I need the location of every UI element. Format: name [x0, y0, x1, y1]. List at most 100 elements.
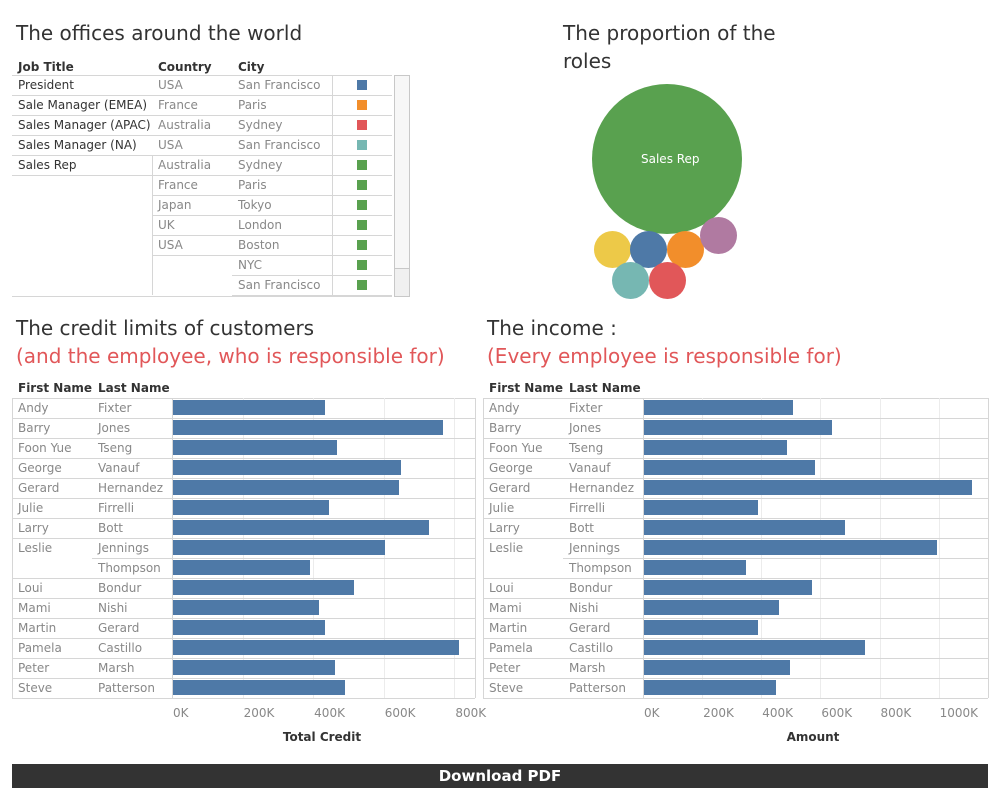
plot-left-border: [643, 398, 644, 698]
data-bar[interactable]: [173, 620, 326, 635]
data-bar[interactable]: [173, 480, 399, 495]
table-row-divider: [152, 195, 392, 196]
data-bar[interactable]: [644, 600, 779, 615]
data-bar[interactable]: [644, 620, 758, 635]
row-divider: [483, 498, 988, 499]
data-bar[interactable]: [173, 600, 320, 615]
data-bar[interactable]: [644, 480, 973, 495]
x-tick-label: 600K: [384, 706, 416, 720]
data-bar[interactable]: [173, 420, 443, 435]
roles-title-line1: The proportion of the: [563, 21, 776, 45]
role-bubble[interactable]: [649, 262, 686, 299]
last-name-cell: Tseng: [98, 441, 133, 455]
last-name-cell: Patterson: [569, 681, 626, 695]
row-divider: [12, 658, 475, 659]
city-cell: NYC: [238, 258, 263, 272]
table-column-divider: [152, 155, 153, 295]
header-city: City: [238, 60, 265, 74]
role-color-swatch: [357, 160, 367, 170]
data-bar[interactable]: [644, 400, 794, 415]
row-divider: [12, 438, 475, 439]
last-name-cell: Hernandez: [98, 481, 163, 495]
offices-scrollbar-thumb[interactable]: [395, 76, 409, 269]
last-name-cell: Bondur: [569, 581, 613, 595]
x-tick-label: 400K: [314, 706, 345, 720]
role-bubble[interactable]: [667, 231, 704, 268]
last-name-cell: Thompson: [569, 561, 632, 575]
header-first-name: First Name: [18, 381, 93, 395]
data-bar[interactable]: [173, 680, 346, 695]
role-bubble[interactable]: [594, 231, 631, 268]
role-bubble[interactable]: [630, 231, 667, 268]
table-row-divider: [152, 255, 392, 256]
data-bar[interactable]: [644, 500, 758, 515]
plot-right-border: [988, 398, 989, 698]
data-bar[interactable]: [173, 460, 401, 475]
first-name-cell: Julie: [489, 501, 515, 515]
table-row-divider: [152, 235, 392, 236]
offices-scrollbar[interactable]: [394, 75, 410, 297]
city-cell: Paris: [238, 98, 267, 112]
x-tick-label: 800K: [880, 706, 912, 720]
country-cell: France: [158, 178, 198, 192]
data-bar[interactable]: [644, 680, 776, 695]
row-divider: [483, 518, 988, 519]
last-name-cell: Marsh: [569, 661, 606, 675]
credit-subtitle: (and the employee, who is responsible fo…: [16, 344, 445, 368]
data-bar[interactable]: [644, 640, 866, 655]
last-name-cell: Gerard: [98, 621, 140, 635]
data-bar[interactable]: [173, 640, 459, 655]
last-name-cell: Castillo: [569, 641, 614, 655]
gridline: [454, 398, 456, 698]
city-cell: Sydney: [238, 118, 283, 132]
data-bar[interactable]: [644, 440, 788, 455]
first-name-cell: Foon Yue: [489, 441, 543, 455]
gridline: [938, 398, 940, 698]
data-bar[interactable]: [173, 660, 336, 675]
table-bottom-border: [12, 296, 392, 297]
row-divider: [12, 598, 475, 599]
country-cell: USA: [158, 138, 183, 152]
first-name-cell: George: [489, 461, 533, 475]
data-bar[interactable]: [173, 440, 338, 455]
plot-left-border: [172, 398, 173, 698]
first-name-cell: Loui: [18, 581, 43, 595]
row-divider: [483, 438, 988, 439]
data-bar[interactable]: [644, 540, 937, 555]
download-pdf-button[interactable]: Download PDF: [12, 764, 988, 788]
first-name-cell: Pamela: [18, 641, 62, 655]
first-name-cell: Andy: [18, 401, 49, 415]
last-name-cell: Gerard: [569, 621, 611, 635]
data-bar[interactable]: [173, 400, 325, 415]
role-bubble[interactable]: [592, 84, 742, 234]
data-bar[interactable]: [644, 420, 832, 435]
role-bubble[interactable]: [612, 262, 649, 299]
data-bar[interactable]: [173, 540, 385, 555]
first-name-cell: Larry: [489, 521, 520, 535]
data-bar[interactable]: [644, 460, 816, 475]
data-bar[interactable]: [644, 560, 746, 575]
last-name-cell: Jennings: [98, 541, 149, 555]
role-color-swatch: [357, 200, 367, 210]
last-name-cell: Vanauf: [569, 461, 611, 475]
data-bar[interactable]: [644, 660, 791, 675]
job-title-cell: Sale Manager (EMEA): [18, 98, 148, 112]
first-name-cell: Gerard: [18, 481, 60, 495]
row-divider: [483, 618, 988, 619]
row-divider: [483, 418, 988, 419]
city-cell: San Francisco: [238, 138, 321, 152]
data-bar[interactable]: [173, 560, 310, 575]
data-bar[interactable]: [173, 520, 429, 535]
x-tick-label: 1000K: [939, 706, 979, 720]
data-bar[interactable]: [173, 500, 330, 515]
row-divider: [12, 698, 475, 699]
data-bar[interactable]: [173, 580, 355, 595]
x-tick-label: 0K: [644, 706, 660, 720]
role-bubble[interactable]: [700, 217, 737, 254]
country-cell: Japan: [158, 198, 192, 212]
data-bar[interactable]: [644, 520, 846, 535]
x-tick-label: 600K: [821, 706, 853, 720]
chart-left-border: [12, 398, 13, 698]
first-name-cell: Mami: [18, 601, 51, 615]
data-bar[interactable]: [644, 580, 812, 595]
